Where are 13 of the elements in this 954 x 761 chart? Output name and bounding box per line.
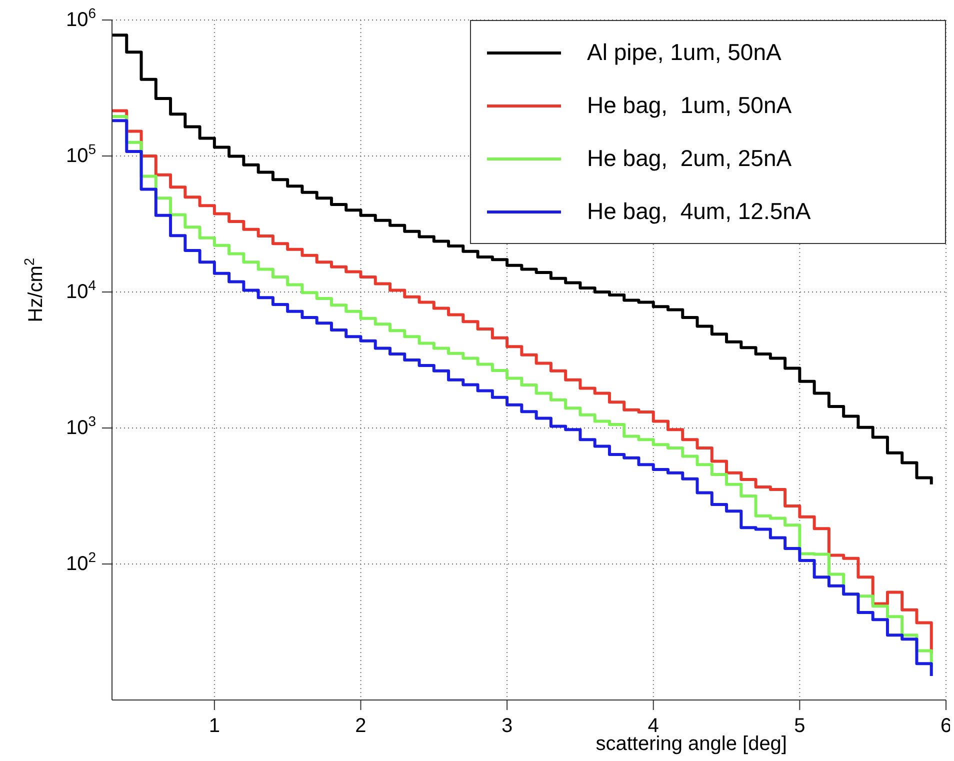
x-tick-label: 3 [501,715,513,737]
y-tick-label: 10$^{5}$ [66,141,96,167]
y-tick-label: 10$^{4}$ [66,277,96,303]
legend-label: He bag, 1um, 50nA [587,92,792,119]
x-tick-label: 5 [794,715,806,737]
y-tick-label: 10$^{6}$ [66,5,96,31]
x-tick-label: 2 [355,715,366,737]
y-tick-label: 10$^{2}$ [66,549,96,575]
y-tick-label: 10$^{3}$ [66,413,96,439]
legend-label: Al pipe, 1um, 50nA [587,39,782,66]
x-tick-label: 1 [208,715,220,737]
legend-label: He bag, 4um, 12.5nA [587,198,811,225]
legend-label: He bag, 2um, 25nA [587,145,792,172]
